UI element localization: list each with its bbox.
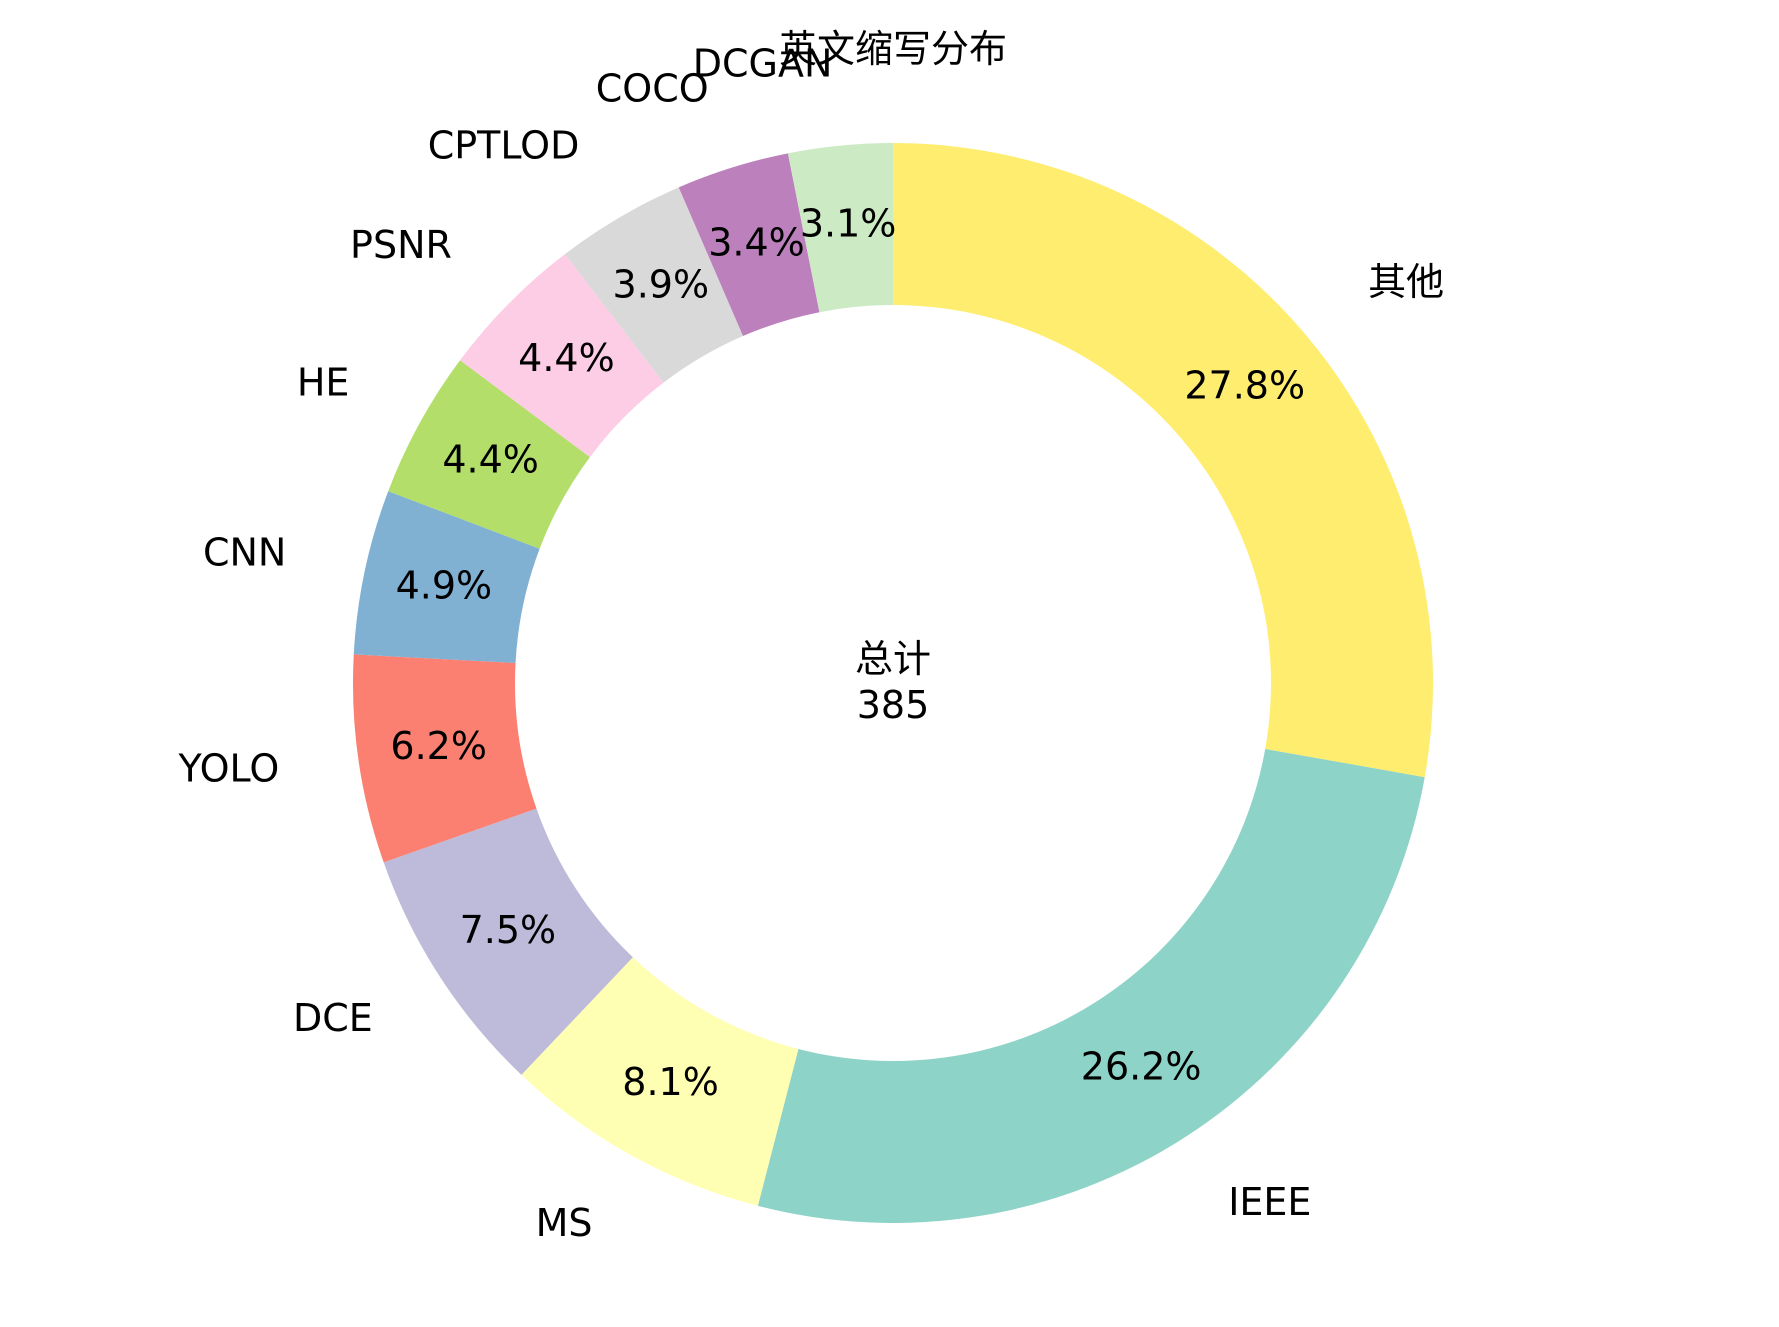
label-slice-0: 其他 — [1368, 260, 1444, 304]
slice-ieee — [757, 748, 1425, 1223]
percent-ms: 8.1% — [622, 1060, 719, 1104]
percent-dcgan: 3.1% — [800, 202, 897, 246]
slice-cnn — [353, 491, 540, 663]
percent-cptlod: 3.9% — [613, 263, 710, 307]
percent-yolo: 6.2% — [390, 724, 487, 768]
center-label: 总计 — [855, 637, 931, 681]
slice-slice-0 — [893, 143, 1433, 778]
percent-slice-0: 27.8% — [1184, 364, 1305, 408]
slice-dce — [383, 808, 633, 1075]
label-yolo: YOLO — [178, 747, 280, 791]
slice-ms — [521, 957, 799, 1206]
label-coco: COCO — [596, 67, 709, 111]
percent-ieee: 26.2% — [1081, 1045, 1202, 1089]
slice-dcgan — [787, 143, 893, 313]
center-total: 385 — [857, 683, 930, 727]
percent-he: 4.4% — [442, 438, 539, 482]
label-dcgan: DCGAN — [693, 41, 833, 85]
slice-he — [388, 360, 590, 549]
slice-coco — [678, 153, 820, 337]
percent-psnr: 4.4% — [518, 336, 615, 380]
label-dce: DCE — [293, 996, 373, 1040]
label-ms: MS — [536, 1201, 593, 1245]
percent-labels: 27.8%26.2%8.1%7.5%6.2%4.9%4.4%4.4%3.9%3.… — [390, 202, 1305, 1104]
label-he: HE — [297, 360, 350, 404]
percent-dce: 7.5% — [460, 908, 557, 952]
label-cptlod: CPTLOD — [428, 124, 580, 168]
slice-psnr — [460, 254, 664, 458]
label-ieee: IEEE — [1228, 1180, 1311, 1224]
chart-title: 英文缩写分布 — [779, 27, 1007, 71]
label-psnr: PSNR — [350, 223, 452, 267]
label-cnn: CNN — [203, 530, 286, 574]
slice-yolo — [353, 654, 537, 863]
percent-cnn: 4.9% — [396, 564, 493, 608]
donut-slices — [353, 143, 1433, 1223]
percent-coco: 3.4% — [708, 220, 805, 264]
slice-cptlod — [564, 187, 744, 383]
